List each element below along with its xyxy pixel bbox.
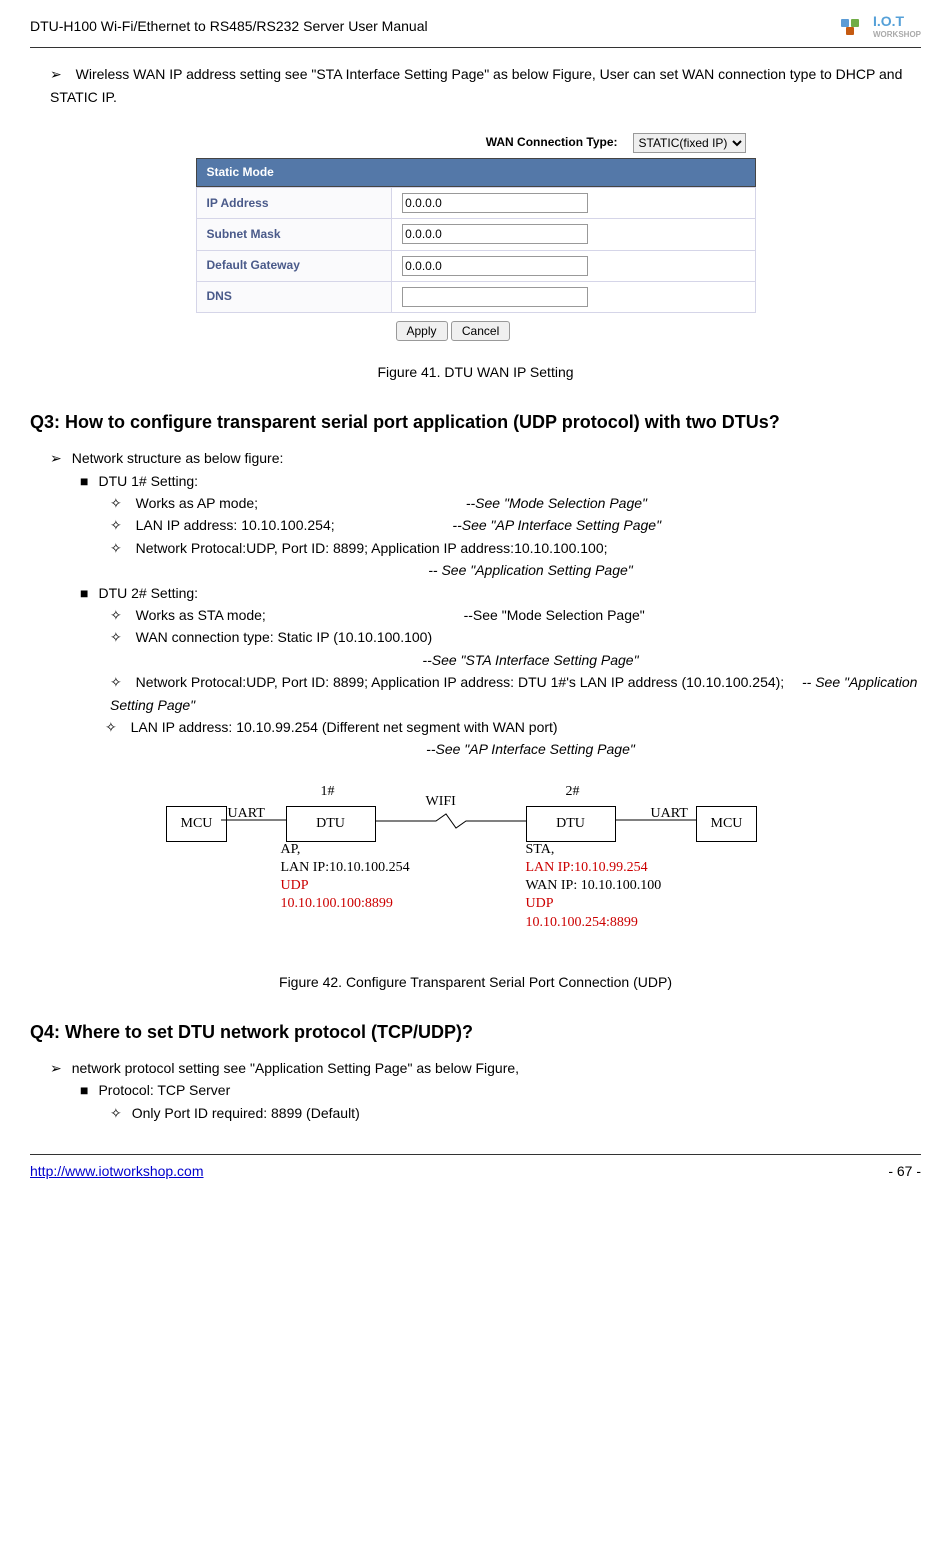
page-header: DTU-H100 Wi-Fi/Ethernet to RS485/RS232 S… xyxy=(30,10,921,48)
logo: I.O.T WORKSHOP xyxy=(838,10,921,42)
dtu1-item-a: Works as AP mode; --See "Mode Selection … xyxy=(110,492,921,514)
q4-title: Q4: Where to set DTU network protocol (T… xyxy=(30,1018,921,1047)
dtu2-item-a: Works as STA mode; --See "Mode Selection… xyxy=(110,604,921,626)
mcu-box-right: MCU xyxy=(696,806,758,842)
dtu-box-right: DTU xyxy=(526,806,616,842)
dtu2-item-c: Network Protocal:UDP, Port ID: 8899; App… xyxy=(110,671,921,716)
dtu2-item-d: LAN IP address: 10.10.99.254 (Different … xyxy=(105,716,921,738)
table-row: IP Address xyxy=(196,188,755,219)
q3-main-bullet: Network structure as below figure: xyxy=(50,447,921,469)
page-number: - 67 - xyxy=(888,1160,921,1182)
intro-bullet: Wireless WAN IP address setting see "STA… xyxy=(50,63,921,108)
form-table: IP Address Subnet Mask Default Gateway D… xyxy=(196,187,756,313)
dtu1-title: DTU 1# Setting: xyxy=(80,470,921,492)
dtu-box-left: DTU xyxy=(286,806,376,842)
page-footer: http://www.iotworkshop.com - 67 - xyxy=(30,1154,921,1182)
gateway-label: Default Gateway xyxy=(196,250,392,281)
network-diagram: 1# 2# MCU UART DTU WIFI DTU UART MCU AP,… xyxy=(166,781,786,951)
q3-title: Q3: How to configure transparent serial … xyxy=(30,408,921,437)
q4-main-bullet: network protocol setting see "Applicatio… xyxy=(50,1057,921,1079)
figure-41-caption: Figure 41. DTU WAN IP Setting xyxy=(30,361,921,383)
dtu2-title: DTU 2# Setting: xyxy=(80,582,921,604)
logo-workshop-text: WORKSHOP xyxy=(873,29,921,42)
subnet-mask-input[interactable] xyxy=(402,224,588,244)
dtu1-item-c: Network Protocal:UDP, Port ID: 8899; App… xyxy=(110,537,921,559)
mcu-box-left: MCU xyxy=(166,806,228,842)
q4-sub-bullet: Protocol: TCP Server xyxy=(80,1079,921,1101)
ip-address-input[interactable] xyxy=(402,193,588,213)
ip-address-label: IP Address xyxy=(196,188,392,219)
gateway-input[interactable] xyxy=(402,256,588,276)
cancel-button[interactable]: Cancel xyxy=(451,321,510,341)
apply-button[interactable]: Apply xyxy=(396,321,448,341)
diag-left-info: AP, LAN IP:10.10.100.254 UDP 10.10.100.1… xyxy=(281,841,410,914)
figure-42-caption: Figure 42. Configure Transparent Serial … xyxy=(30,971,921,993)
table-row: Subnet Mask xyxy=(196,219,755,250)
subnet-mask-label: Subnet Mask xyxy=(196,219,392,250)
uart-label-left: UART xyxy=(228,803,265,825)
dns-input[interactable] xyxy=(402,287,588,307)
diag-num2: 2# xyxy=(566,781,580,803)
q4-diamond-bullet: Only Port ID required: 8899 (Default) xyxy=(110,1102,921,1124)
logo-iot-text: I.O.T xyxy=(873,13,904,29)
puzzle-icon xyxy=(838,16,868,36)
wifi-line-icon xyxy=(376,811,526,831)
wan-form: WAN Connection Type: STATIC(fixed IP) St… xyxy=(196,128,756,341)
form-top-row: WAN Connection Type: STATIC(fixed IP) xyxy=(196,128,756,158)
table-row: Default Gateway xyxy=(196,250,755,281)
diag-num1: 1# xyxy=(321,781,335,803)
table-row: DNS xyxy=(196,281,755,312)
intro-text: Wireless WAN IP address setting see "STA… xyxy=(50,66,902,104)
footer-link[interactable]: http://www.iotworkshop.com xyxy=(30,1160,204,1182)
header-title: DTU-H100 Wi-Fi/Ethernet to RS485/RS232 S… xyxy=(30,15,428,37)
static-mode-header: Static Mode xyxy=(196,158,756,187)
diag-right-info: STA, LAN IP:10.10.99.254 WAN IP: 10.10.1… xyxy=(526,841,662,932)
wan-type-select[interactable]: STATIC(fixed IP) xyxy=(633,133,746,153)
dtu2-item-b: WAN connection type: Static IP (10.10.10… xyxy=(110,626,921,648)
dtu1-item-b: LAN IP address: 10.10.100.254; --See "AP… xyxy=(110,514,921,536)
dns-label: DNS xyxy=(196,281,392,312)
dtu1-c-ref: -- See "Application Setting Page" xyxy=(140,559,921,581)
dtu2-b-ref: --See "STA Interface Setting Page" xyxy=(140,649,921,671)
dtu2-d-ref: --See "AP Interface Setting Page" xyxy=(140,738,921,760)
wan-type-label: WAN Connection Type: xyxy=(486,133,618,152)
uart-label-right: UART xyxy=(651,803,688,825)
form-buttons: Apply Cancel xyxy=(196,313,756,341)
